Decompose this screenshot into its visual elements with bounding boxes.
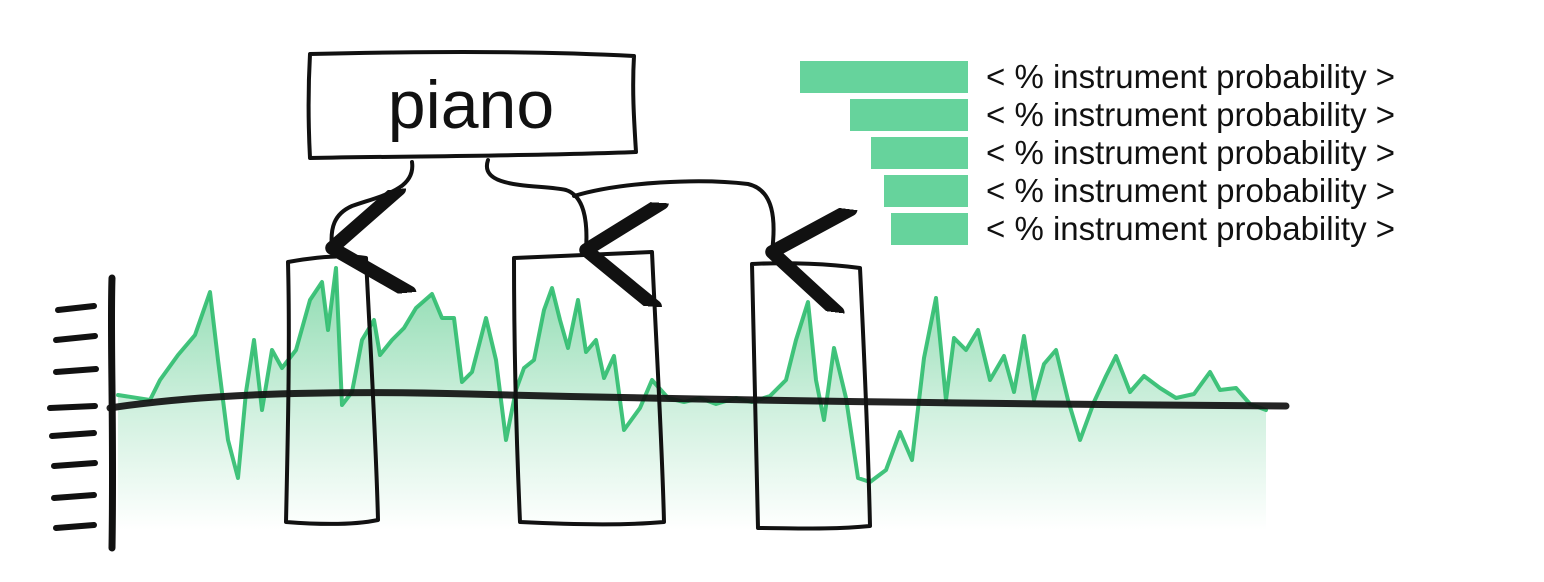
- legend-label: < % instrument probability >: [986, 172, 1396, 209]
- legend-label: < % instrument probability >: [986, 58, 1396, 95]
- label-box-outline: [306, 50, 638, 160]
- arrow-to-box-3: [572, 179, 774, 252]
- probability-bar: [884, 175, 968, 207]
- legend-label: < % instrument probability >: [986, 210, 1396, 247]
- probability-bar: [871, 137, 968, 169]
- waveform-line: [116, 266, 1268, 484]
- instrument-label: piano: [387, 67, 555, 143]
- trend-line: [106, 389, 1290, 412]
- probability-bar: [850, 99, 968, 131]
- legend-item: < % instrument probability >: [800, 174, 1520, 212]
- waveform-area: [118, 268, 1266, 530]
- legend-item: < % instrument probability >: [800, 136, 1520, 174]
- legend-item: < % instrument probability >: [800, 60, 1520, 98]
- probability-bar: [800, 61, 968, 93]
- y-axis-ticks: [47, 303, 99, 531]
- legend-label: < % instrument probability >: [986, 134, 1396, 171]
- arrow-to-box-2: [484, 158, 587, 250]
- legend-item: < % instrument probability >: [800, 212, 1520, 250]
- arrow-to-box-1: [332, 160, 413, 248]
- y-axis-line: [107, 274, 117, 552]
- probability-bar: [891, 213, 968, 245]
- legend-item: < % instrument probability >: [800, 98, 1520, 136]
- legend-label: < % instrument probability >: [986, 96, 1396, 133]
- probability-legend: < % instrument probability > < % instrum…: [800, 60, 1520, 250]
